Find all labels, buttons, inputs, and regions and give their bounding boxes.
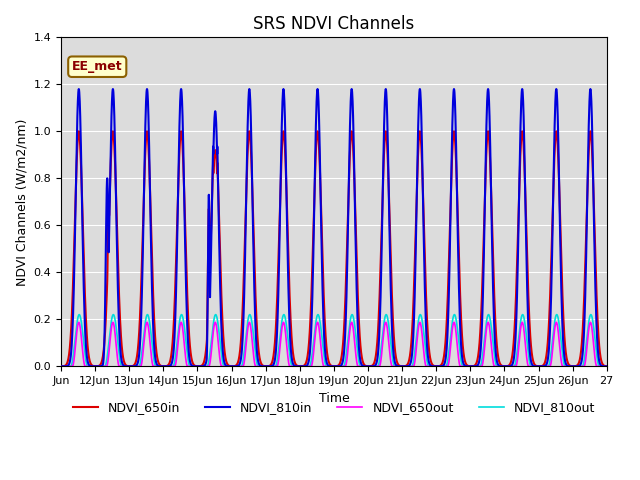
NDVI_650in	[112, 181, 120, 187]
NDVI_650in	[230, 363, 237, 369]
NDVI_810out	[230, 363, 237, 369]
NDVI_810out	[112, 321, 120, 327]
NDVI_650in	[109, 129, 116, 134]
NDVI_650out	[75, 320, 83, 325]
NDVI_810out	[603, 363, 611, 369]
NDVI_650in	[529, 357, 537, 363]
NDVI_810out	[57, 363, 65, 369]
NDVI_650out	[367, 363, 374, 369]
NDVI_810out	[498, 363, 506, 369]
NDVI_650out	[595, 363, 603, 369]
NDVI_810in	[595, 357, 603, 362]
Line: NDVI_810in: NDVI_810in	[61, 89, 607, 366]
Y-axis label: NDVI Channels (W/m2/nm): NDVI Channels (W/m2/nm)	[15, 118, 28, 286]
NDVI_650out	[529, 363, 537, 369]
Text: EE_met: EE_met	[72, 60, 123, 73]
NDVI_810in	[112, 180, 120, 186]
NDVI_650in	[367, 363, 374, 369]
NDVI_650out	[603, 363, 611, 369]
NDVI_650out	[498, 363, 506, 369]
Line: NDVI_810out: NDVI_810out	[61, 314, 607, 366]
Title: SRS NDVI Channels: SRS NDVI Channels	[253, 15, 415, 33]
NDVI_810in	[603, 363, 611, 369]
NDVI_650in	[595, 340, 603, 346]
NDVI_810out	[367, 363, 374, 369]
Legend: NDVI_650in, NDVI_810in, NDVI_650out, NDVI_810out: NDVI_650in, NDVI_810in, NDVI_650out, NDV…	[68, 396, 600, 420]
NDVI_650out	[230, 363, 237, 369]
NDVI_810out	[595, 363, 603, 369]
Line: NDVI_650in: NDVI_650in	[61, 132, 607, 366]
NDVI_650in	[603, 363, 611, 369]
Line: NDVI_650out: NDVI_650out	[61, 323, 607, 366]
NDVI_810in	[230, 363, 237, 369]
NDVI_650in	[498, 363, 506, 369]
NDVI_810in	[57, 363, 65, 369]
NDVI_650out	[112, 337, 120, 343]
X-axis label: Time: Time	[319, 392, 349, 405]
NDVI_810in	[75, 86, 83, 92]
NDVI_810in	[498, 363, 506, 369]
NDVI_650out	[57, 363, 65, 369]
NDVI_650in	[57, 363, 65, 369]
NDVI_810in	[367, 363, 374, 369]
NDVI_810out	[529, 363, 537, 369]
NDVI_810in	[529, 362, 537, 368]
NDVI_810out	[76, 312, 83, 317]
